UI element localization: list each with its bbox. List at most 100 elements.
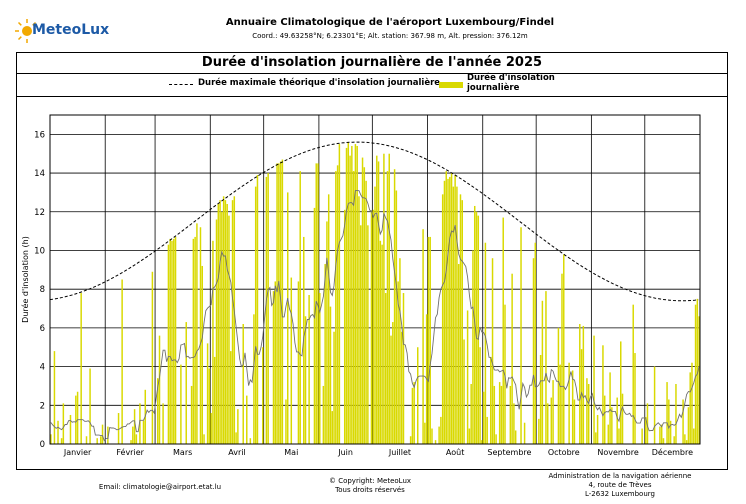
daily-bar: [541, 300, 544, 444]
y-tick-label: 14: [34, 169, 45, 179]
daily-bar: [85, 436, 88, 444]
daily-bar: [69, 414, 72, 444]
daily-bar: [641, 428, 643, 444]
month-label: Février: [116, 447, 144, 457]
daily-bar: [167, 244, 170, 444]
daily-bar: [660, 424, 663, 444]
daily-bar: [237, 409, 239, 444]
daily-bar: [173, 238, 175, 444]
daily-bar: [100, 436, 102, 444]
daily-bar: [329, 306, 332, 444]
daily-bar: [472, 250, 474, 444]
daily-bar: [57, 420, 59, 444]
daily-bar: [215, 219, 218, 444]
daily-bar: [322, 385, 325, 444]
daily-bar: [596, 414, 599, 444]
month-label: Septembre: [487, 448, 531, 457]
daily-bar: [538, 418, 540, 444]
daily-bar: [427, 236, 430, 444]
daily-bar: [313, 207, 316, 444]
month-label: Août: [446, 448, 464, 457]
daily-bar: [262, 347, 264, 444]
daily-bar: [587, 384, 590, 444]
daily-bar: [468, 428, 471, 444]
logo-text: MeteoLux: [32, 22, 110, 38]
daily-bar: [397, 281, 399, 444]
daily-bar: [563, 254, 565, 444]
daily-bar: [429, 236, 431, 444]
daily-bar: [345, 147, 348, 444]
daily-bar: [386, 171, 389, 444]
daily-bar: [265, 176, 268, 444]
daily-bar: [687, 407, 690, 444]
daily-bar: [372, 209, 374, 444]
daily-bar: [454, 174, 456, 444]
daily-bar: [689, 372, 691, 444]
daily-bar: [224, 200, 227, 444]
daily-bar: [317, 163, 319, 444]
daily-bar: [80, 293, 82, 444]
daily-bar: [502, 217, 504, 444]
daily-bar: [76, 391, 79, 444]
daily-bar: [53, 351, 56, 444]
daily-bar: [409, 436, 412, 444]
daily-bar: [662, 438, 665, 444]
daily-bar: [117, 413, 120, 444]
daily-bar: [490, 356, 492, 444]
footer-copyright: © Copyright: MeteoLux: [328, 477, 412, 485]
y-axis-label: Durée d'insolation (h): [20, 236, 30, 323]
daily-bar: [297, 281, 300, 444]
daily-bar: [281, 159, 284, 444]
daily-bar: [603, 395, 606, 444]
daily-bar: [431, 428, 433, 444]
daily-bar: [616, 397, 618, 444]
daily-bar: [379, 240, 382, 444]
daily-bar: [213, 356, 216, 444]
y-tick-label: 0: [40, 440, 45, 450]
daily-bar: [333, 331, 335, 444]
daily-bar: [208, 368, 211, 444]
daily-bar: [192, 238, 195, 444]
daily-bar: [696, 298, 699, 444]
month-label: Juillet: [388, 448, 411, 457]
meteolux-logo: [12, 14, 122, 48]
daily-bar: [434, 440, 437, 444]
daily-bar: [374, 186, 376, 444]
footer-email: Email: climatologie@airport.etat.lu: [98, 483, 222, 491]
legend-bar-swatch: [439, 82, 463, 88]
daily-bar: [402, 293, 405, 444]
daily-bar: [552, 380, 554, 444]
daily-bar: [354, 144, 357, 444]
y-tick-label: 16: [34, 130, 45, 140]
daily-bar: [509, 385, 512, 444]
legend-max-theoretical-label: Durée maximale théorique d'insolation jo…: [198, 78, 441, 88]
daily-bar: [254, 186, 257, 444]
daily-bar: [550, 397, 553, 444]
daily-bar: [384, 293, 387, 444]
daily-bar: [235, 432, 237, 444]
month-label: Décembre: [652, 447, 693, 457]
daily-bar: [532, 258, 535, 444]
month-label: Janvier: [63, 448, 92, 457]
daily-bar: [659, 426, 661, 444]
daily-bar: [498, 382, 501, 444]
daily-bar: [278, 163, 280, 444]
daily-bar: [212, 240, 214, 444]
daily-bar: [356, 145, 358, 444]
daily-bar: [579, 324, 581, 444]
chart-title: Durée d'insolation journalière de l'anné…: [17, 53, 727, 74]
daily-bar: [392, 322, 394, 444]
daily-bar: [96, 438, 98, 444]
daily-bar: [331, 411, 334, 444]
daily-bar: [694, 304, 697, 444]
month-label: Novembre: [597, 448, 639, 457]
daily-bar: [75, 395, 77, 444]
daily-bar: [219, 200, 221, 444]
daily-bar: [571, 370, 574, 444]
daily-bar: [416, 347, 419, 444]
daily-bar: [452, 186, 455, 444]
daily-bar: [632, 304, 634, 444]
month-label: Avril: [228, 448, 245, 457]
chart-legend: Durée maximale théorique d'insolation jo…: [17, 73, 727, 97]
daily-bar: [582, 325, 585, 444]
